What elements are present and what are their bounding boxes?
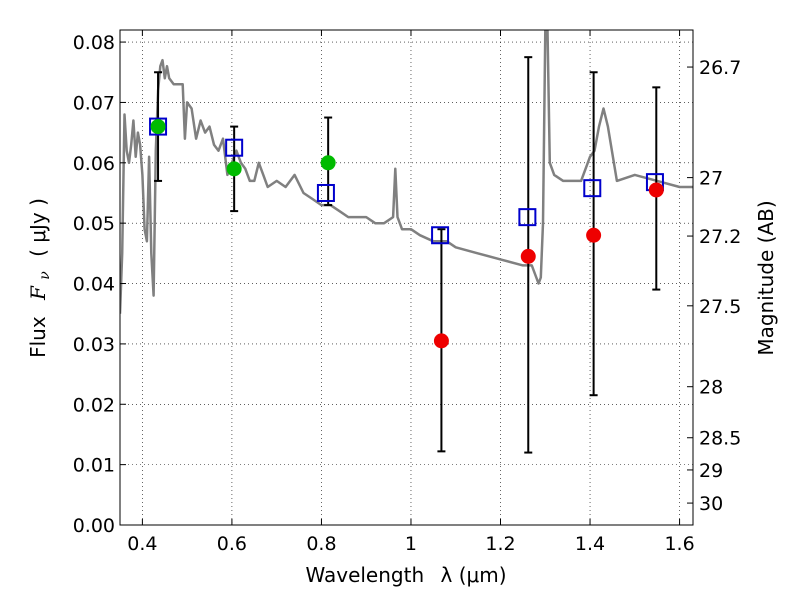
y-axis-label-text: Flux	[26, 316, 50, 358]
x-tick-label: 0.8	[306, 533, 336, 555]
y-tick-label: 0.08	[73, 32, 115, 54]
mag-tick-label: 28	[699, 377, 723, 399]
mag-tick-label: 26.7	[699, 57, 741, 79]
observed-point	[433, 333, 449, 349]
ticks: 0.4 0.6 0.8 1 1.2 1.4 1.6 0.00 0.01 0.02 0.03 0.04 0…	[73, 30, 741, 555]
mag-tick-label: 27.5	[699, 296, 741, 318]
model-square-point	[149, 117, 168, 136]
model-square-point	[583, 179, 602, 198]
x-tick-label: 1.6	[664, 533, 694, 555]
y-tick-label: 0.00	[73, 515, 115, 537]
observed-point	[586, 227, 602, 243]
mag-tick-label: 27.2	[699, 226, 741, 248]
x-tick-label: 1	[405, 533, 417, 555]
x-tick-label: 0.6	[217, 533, 247, 555]
mag-tick-label: 29	[699, 460, 723, 482]
y-tick-label: 0.02	[73, 394, 115, 416]
mag-tick-label: 27	[699, 168, 723, 190]
y-tick-label: 0.06	[73, 153, 115, 175]
y-tick-label: 0.01	[73, 455, 115, 477]
y-axis-label-subscript: ν	[37, 271, 53, 280]
grid	[120, 30, 693, 526]
model-square-point	[225, 138, 244, 157]
observed-point	[520, 248, 536, 264]
model-square-point	[518, 208, 537, 227]
error-bars	[154, 56, 661, 454]
markers	[149, 117, 664, 349]
spectrum-line	[120, 30, 693, 314]
model-square-point	[316, 183, 335, 202]
detection-point	[320, 155, 336, 171]
mag-tick-label: 30	[699, 493, 723, 515]
y-axis-label-units: ( μJy )	[26, 198, 50, 257]
x-axis-label-text: Wavelength	[305, 563, 424, 587]
x-tick-label: 0.4	[127, 533, 157, 555]
plot-frame	[119, 29, 694, 526]
y-tick-label: 0.07	[73, 92, 115, 114]
x-axis-label-symbol: λ (μm)	[441, 563, 507, 587]
observed-point	[648, 182, 664, 198]
x-tick-label: 1.4	[575, 533, 605, 555]
y-axis-label-symbol: F	[26, 285, 50, 301]
detection-point	[226, 161, 242, 177]
mag-tick-label: 28.5	[699, 428, 741, 450]
x-tick-label: 1.2	[485, 533, 515, 555]
y-tick-label: 0.03	[73, 334, 115, 356]
y-tick-label: 0.04	[73, 274, 115, 296]
y-axis-label: Flux F ν ( μJy )	[26, 198, 54, 358]
y-tick-label: 0.05	[73, 213, 115, 235]
detection-point	[150, 119, 166, 135]
y2-axis-label: Magnitude (AB)	[754, 200, 778, 355]
model-square-point	[431, 226, 450, 245]
spectrum-layer	[120, 30, 693, 314]
x-axis-label: Wavelength λ (μm)	[305, 563, 506, 587]
